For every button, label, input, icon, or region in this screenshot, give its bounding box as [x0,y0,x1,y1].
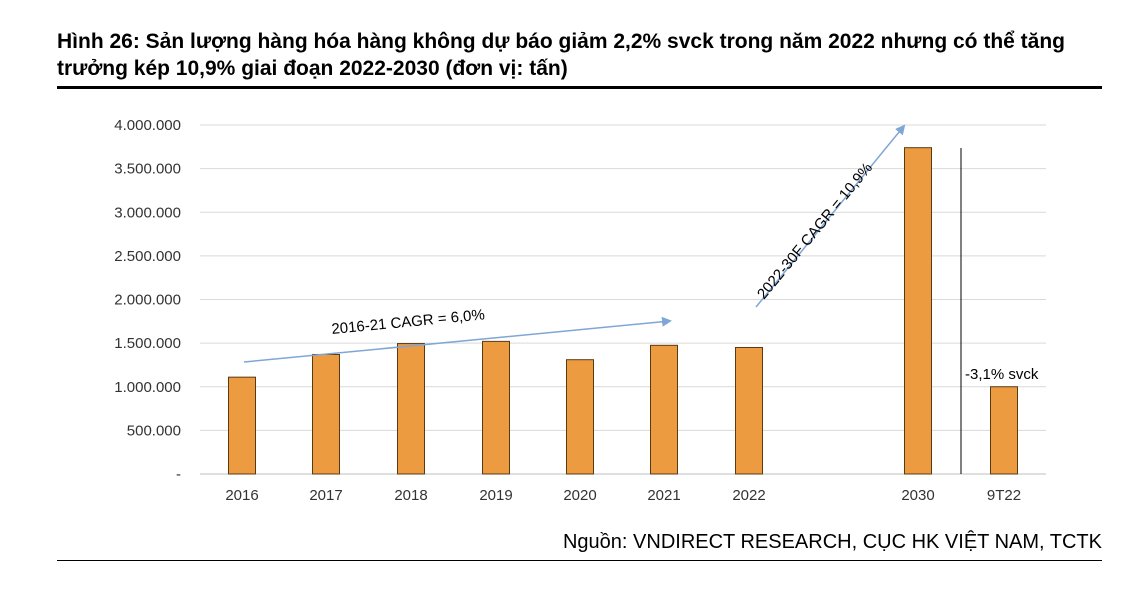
x-axis-ticks: 2016 2017 2018 2019 2020 2021 2022 2030 9T22 [225,487,1021,504]
bottom-rule [57,560,1102,561]
bar-2030 [904,147,932,475]
y-tick-label: 1.000.000 [114,379,181,396]
x-tick-label: 9T22 [987,487,1021,504]
x-tick-label: 2021 [647,487,680,504]
x-tick-label: 2030 [901,487,934,504]
x-tick-label: 2018 [394,487,427,504]
bar-9T22 [990,386,1018,475]
y-tick-label: 3.500.000 [114,161,181,178]
bar-2017 [312,353,340,475]
y-tick-label: 2.000.000 [114,292,181,309]
bar-2018 [397,343,425,475]
bar-2021 [650,344,678,475]
cagr-label-2016-21: 2016-21 CAGR = 6,0% [331,306,486,338]
x-tick-label: 2019 [479,487,512,504]
x-tick-label: 2017 [309,487,342,504]
chart-title: Hình 26: Sản lượng hàng hóa hàng không d… [57,30,1066,80]
y-tick-label: 4.000.000 [114,117,181,134]
bar-2019 [482,340,510,475]
x-tick-label: 2016 [225,487,258,504]
y-tick-label: 1.500.000 [114,335,181,352]
x-tick-label: 2020 [563,487,596,504]
y-tick-label: 3.000.000 [114,204,181,221]
y-tick-label: 500.000 [127,422,181,439]
bar-2022 [735,346,763,475]
cagr-label-2022-30: 2022-30F CAGR = 10,9% [754,160,876,303]
y-axis-ticks: - 500.000 1.000.000 1.500.000 2.000.000 2.500… [114,117,181,483]
y-tick-label: - [176,466,181,483]
bars [228,147,1018,475]
top-rule [57,86,1102,89]
bar-2016 [228,376,256,475]
source-note: Nguồn: VNDIRECT RESEARCH, CỤC HK VIỆT NA… [562,531,1102,553]
x-tick-label: 2022 [732,487,765,504]
ytd-change-label: -3,1% svck [965,366,1039,383]
cagr-arrow-2016-21 [243,316,672,363]
cagr-arrow-2022-30 [755,124,906,308]
bar-2020 [566,359,594,475]
y-tick-label: 2.500.000 [114,248,181,265]
